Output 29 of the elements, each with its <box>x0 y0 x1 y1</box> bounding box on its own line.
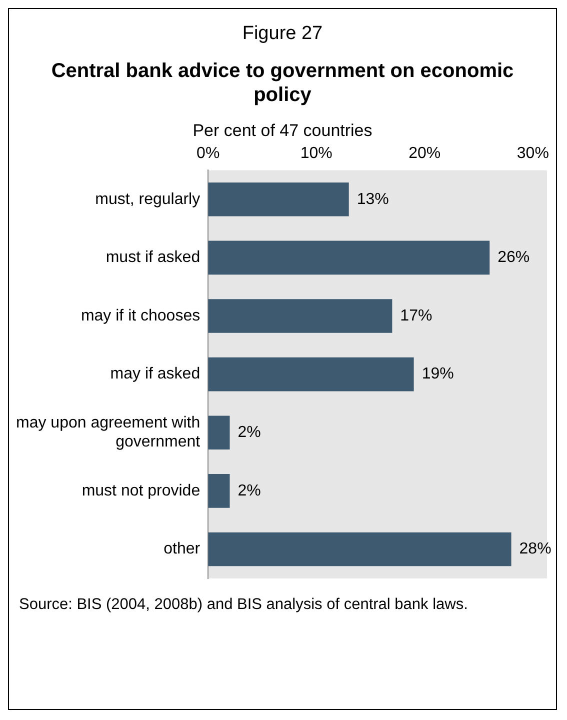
y-tick-label: must not provide <box>82 482 200 500</box>
x-tick-label: 10% <box>300 145 332 162</box>
data-label: 26% <box>498 249 530 266</box>
y-tick-label: other <box>164 540 201 558</box>
data-label: 28% <box>519 540 552 558</box>
y-tick-label: may if asked <box>110 366 200 383</box>
chart-subtitle: Per cent of 47 countries <box>192 121 374 141</box>
data-label: 2% <box>238 424 261 442</box>
y-tick-label: must, regularly <box>95 190 200 208</box>
y-tick-label: may if it chooses <box>80 307 200 324</box>
chart-title: Central bank advice to government on economic policy <box>50 59 515 107</box>
bar <box>208 532 512 566</box>
data-label: 17% <box>400 307 432 324</box>
bar <box>208 182 349 216</box>
y-tick-label: must if asked <box>106 249 200 266</box>
data-label: 13% <box>356 190 389 208</box>
caption: Figure 27 <box>241 23 324 45</box>
x-tick-label: 20% <box>408 145 441 162</box>
x-tick-label: 0% <box>196 145 220 162</box>
y-tick-label: may upon agreement with government <box>16 414 201 451</box>
data-label: 19% <box>422 366 454 383</box>
source-note: Source: BIS (2004, 2008b) and BIS analysis of central bank laws. <box>19 595 469 614</box>
bar <box>208 240 490 275</box>
bar <box>208 416 230 450</box>
data-label: 2% <box>238 482 261 500</box>
bar <box>208 474 230 508</box>
bar <box>208 357 414 392</box>
x-tick-label: 30% <box>516 145 549 162</box>
bar <box>208 299 392 333</box>
